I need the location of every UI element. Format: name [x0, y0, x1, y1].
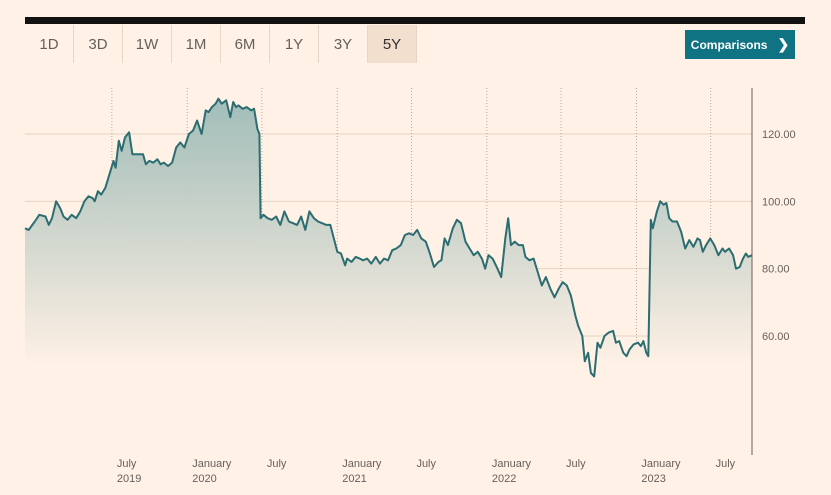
x-tick-label: July [267, 458, 287, 470]
tab-3y[interactable]: 3Y [319, 25, 368, 63]
x-tick-label: January [492, 458, 532, 470]
x-tick-label: July [117, 458, 137, 470]
tab-1w[interactable]: 1W [123, 25, 172, 63]
x-tick-label: July [716, 458, 736, 470]
x-tick-year: 2022 [492, 473, 516, 485]
x-tick-label: July [566, 458, 586, 470]
x-tick-label: July [416, 458, 436, 470]
tab-3d[interactable]: 3D [74, 25, 123, 63]
y-tick-label: 80.00 [762, 264, 790, 276]
top-rule [25, 17, 805, 24]
tab-1y[interactable]: 1Y [270, 25, 319, 63]
y-tick-label: 60.00 [762, 331, 790, 343]
y-tick-label: 100.00 [762, 196, 796, 208]
x-tick-label: January [342, 458, 382, 470]
timeframe-tabs: 1D 3D 1W 1M 6M 1Y 3Y 5Y [25, 25, 417, 63]
y-tick-label: 120.00 [762, 129, 796, 141]
x-tick-label: January [192, 458, 232, 470]
x-tick-year: 2023 [641, 473, 665, 485]
tab-6m[interactable]: 6M [221, 25, 270, 63]
comparisons-button[interactable]: Comparisons ❯ [685, 30, 795, 59]
area-fill [25, 98, 752, 455]
tab-1m[interactable]: 1M [172, 25, 221, 63]
x-tick-year: 2019 [117, 473, 141, 485]
x-tick-year: 2020 [192, 473, 216, 485]
chevron-right-icon: ❯ [777, 36, 790, 52]
comparisons-label: Comparisons [690, 37, 768, 52]
tab-1d[interactable]: 1D [25, 25, 74, 63]
x-tick-label: January [641, 458, 681, 470]
series-line [24, 97, 753, 378]
x-tick-year: 2021 [342, 473, 366, 485]
tab-5y[interactable]: 5Y [368, 25, 417, 63]
